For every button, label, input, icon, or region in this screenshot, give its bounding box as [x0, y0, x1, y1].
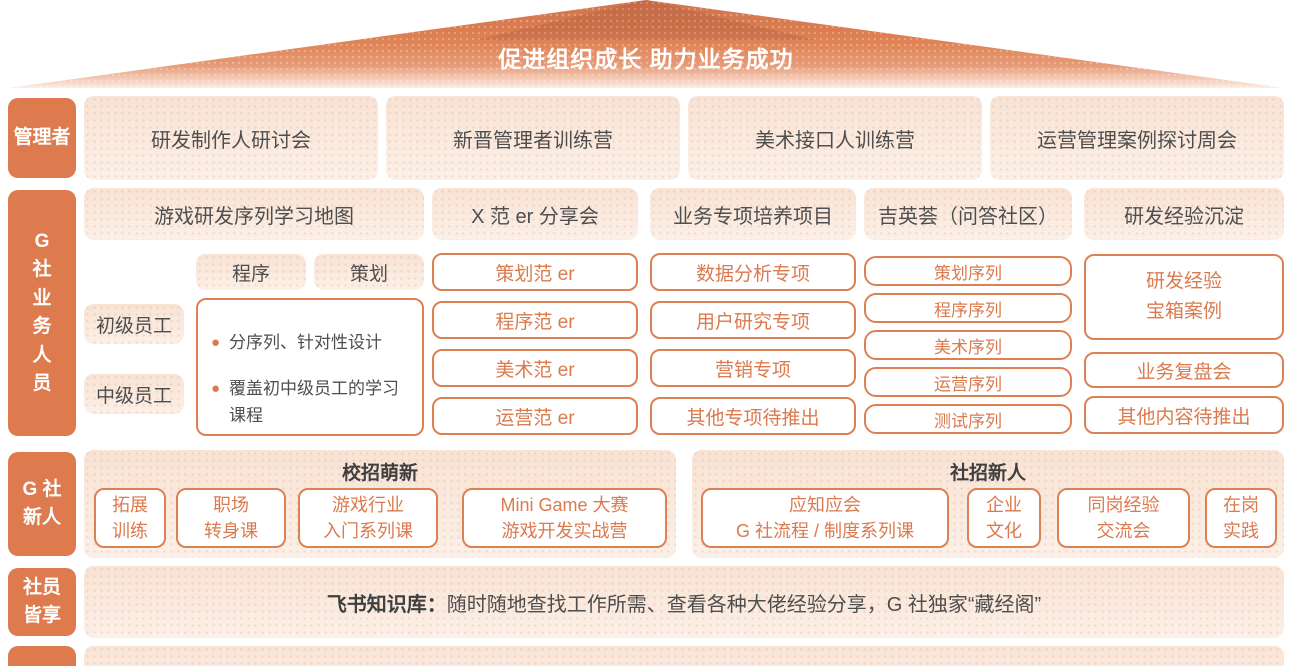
social-hire-title: 社招新人 — [949, 463, 1026, 484]
row-label-managers: 管理者 — [8, 98, 76, 178]
social-item: 在岗 实践 — [1205, 488, 1277, 548]
row-label-business-staff: G 社 业 务 人 员 — [8, 190, 76, 436]
bullet-icon: ● — [211, 379, 221, 397]
campus-hire-title: 校招萌新 — [341, 463, 418, 484]
column-qa-community: 吉英荟（问答社区） 策划序列 程序序列 美术序列 运营序列 测试序列 — [864, 188, 1072, 438]
social-item: 应知应会 G 社流程 / 制度系列课 — [701, 488, 949, 548]
row-partial — [8, 646, 1284, 666]
knowledge-base-box: 飞书知识库：随时随地查找工作所需、查看各种大佬经验分享，G 社独家“藏经阁” — [84, 566, 1284, 638]
row-everyone: 社员 皆享 飞书知识库：随时随地查找工作所需、查看各种大佬经验分享，G 社独家“… — [8, 566, 1284, 638]
column-header: 研发经验沉淀 — [1084, 188, 1284, 240]
program-item: 用户研究专项 — [650, 301, 856, 339]
column-rd-experience: 研发经验沉淀 研发经验 宝箱案例 业务复盘会 其他内容待推出 — [1084, 188, 1284, 438]
level-box: 中级员工 — [84, 374, 184, 414]
sequence-tag: 策划 — [314, 254, 424, 290]
row-business-staff: G 社 业 务 人 员 游戏研发序列学习地图 程序 策划 初级员工 中级员工 ●… — [8, 188, 1284, 471]
experience-item: 其他内容待推出 — [1084, 396, 1284, 434]
program-item: 数据分析专项 — [650, 253, 856, 291]
sequence-item: 测试序列 — [864, 404, 1072, 434]
sharing-item: 程序范 er — [432, 301, 638, 339]
bullet-icon: ● — [211, 334, 221, 351]
sharing-item: 运营范 er — [432, 397, 638, 435]
learning-map-notes: ●分序列、针对性设计 ●覆盖初中级员工的学习课程 ●助力员工专业能力提升 — [196, 298, 424, 471]
campus-hire-panel: 校招萌新 拓展 训练 职场 转身课 游戏行业 入门系列课 Mini Game 大… — [84, 450, 676, 558]
row-label-newcomers: G 社 新人 — [8, 452, 76, 556]
column-header: 吉英荟（问答社区） — [864, 188, 1072, 240]
sequence-tag: 程序 — [196, 254, 306, 290]
managers-content: 研发制作人研讨会 新晋管理者训练营 美术接口人训练营 运营管理案例探讨周会 — [84, 96, 1284, 180]
everyone-content: 飞书知识库：随时随地查找工作所需、查看各种大佬经验分享，G 社独家“藏经阁” — [84, 566, 1284, 638]
manager-program-box: 运营管理案例探讨周会 — [990, 96, 1284, 180]
manager-program-box: 研发制作人研讨会 — [84, 96, 378, 180]
row-newcomers: G 社 新人 校招萌新 拓展 训练 职场 转身课 游戏行业 入门系列课 Mini… — [8, 450, 1284, 558]
campus-item: Mini Game 大赛 游戏开发实战营 — [462, 488, 667, 548]
campus-item: 拓展 训练 — [94, 488, 166, 548]
level-box: 初级员工 — [84, 304, 184, 344]
note-item: ● 覆盖初中级员工的学习课程 — [211, 375, 409, 430]
manager-program-box: 美术接口人训练营 — [688, 96, 982, 180]
row-label-everyone: 社员 皆享 — [8, 568, 76, 636]
social-item: 同岗经验 交流会 — [1057, 488, 1190, 548]
column-header: X 范 er 分享会 — [432, 188, 638, 240]
column-fan-er-sharing: X 范 er 分享会 策划范 er 程序范 er 美术范 er 运营范 er — [432, 188, 638, 438]
campus-item: 游戏行业 入门系列课 — [298, 488, 438, 548]
newcomers-content: 校招萌新 拓展 训练 职场 转身课 游戏行业 入门系列课 Mini Game 大… — [84, 450, 1284, 558]
knowledge-base-text: 随时随地查找工作所需、查看各种大佬经验分享，G 社独家“藏经阁” — [446, 593, 1042, 616]
row-managers: 管理者 研发制作人研讨会 新晋管理者训练营 美术接口人训练营 运营管理案例探讨周… — [8, 96, 1284, 180]
sequence-item: 策划序列 — [864, 256, 1072, 286]
partial-row-box — [84, 646, 1284, 666]
experience-item: 业务复盘会 — [1084, 352, 1284, 388]
roof: 促进组织成长 助力业务成功 — [8, 0, 1284, 88]
note-item: ● 分序列、针对性设计 — [211, 329, 409, 357]
program-item: 营销专项 — [650, 349, 856, 387]
diagram-title: 促进组织成长 助力业务成功 — [498, 46, 794, 72]
knowledge-base-lead: 飞书知识库： — [326, 593, 447, 616]
sequence-item: 程序序列 — [864, 293, 1072, 323]
sequence-item: 美术序列 — [864, 330, 1072, 360]
column-special-programs: 业务专项培养项目 数据分析专项 用户研究专项 营销专项 其他专项待推出 — [650, 188, 856, 438]
partial-row-label — [8, 646, 76, 666]
column-learning-map: 游戏研发序列学习地图 程序 策划 初级员工 中级员工 ● 分序列、针对性设计 ● 覆… — [84, 188, 424, 471]
sequence-item: 运营序列 — [864, 367, 1072, 397]
manager-program-box: 新晋管理者训练营 — [386, 96, 680, 180]
program-item: 其他专项待推出 — [650, 397, 856, 435]
column-header: 业务专项培养项目 — [650, 188, 856, 240]
business-content: 游戏研发序列学习地图 程序 策划 初级员工 中级员工 ● 分序列、针对性设计 ● 覆… — [84, 188, 1284, 471]
sharing-item: 美术范 er — [432, 349, 638, 387]
experience-item: 研发经验 宝箱案例 — [1084, 254, 1284, 340]
social-item: 企业 文化 — [967, 488, 1041, 548]
sharing-item: 策划范 er — [432, 253, 638, 291]
social-hire-panel: 社招新人 应知应会 G 社流程 / 制度系列课 企业 文化 同岗经验 交流会 在… — [692, 450, 1284, 558]
column-header: 游戏研发序列学习地图 — [84, 188, 424, 240]
campus-item: 职场 转身课 — [176, 488, 286, 548]
